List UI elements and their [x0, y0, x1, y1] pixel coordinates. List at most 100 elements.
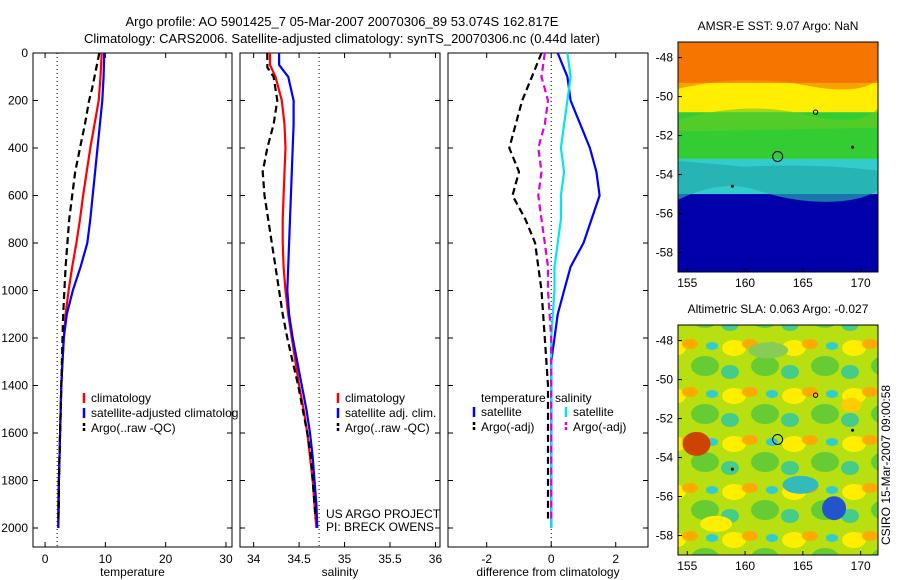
x-tick-label: 30 — [219, 552, 233, 566]
x-tick-label: 10 — [99, 552, 113, 566]
heatmap-blob — [841, 397, 862, 412]
y-tick-label: 1400 — [1, 379, 28, 393]
x-axis-label: salinity — [322, 565, 359, 579]
legend-entry: climatology — [345, 391, 405, 405]
float-marker — [851, 428, 855, 432]
x-tick-label: 165 — [793, 276, 813, 290]
x-tick-label: 36 — [429, 552, 443, 566]
float-marker — [730, 184, 734, 188]
heatmap-blob — [822, 496, 847, 521]
temperature-panel: 0 10 20 30 0 200 400 600 800 1000 1200 1400 1600 1800… — [1, 46, 238, 579]
y-tick-label: 1600 — [1, 426, 28, 440]
map-title: AMSR-E SST: 9.07 Argo: NaN — [698, 19, 859, 33]
float-marker — [812, 392, 819, 398]
y-tick-label: -56 — [656, 207, 674, 221]
y-tick-label: 800 — [8, 236, 28, 250]
y-tick-label: 1000 — [1, 284, 28, 298]
x-tick-label: 155 — [677, 276, 697, 290]
series-argo-adj- — [508, 52, 550, 519]
legend-entry: Argo(..raw -QC) — [345, 421, 430, 435]
heatmap-blob — [678, 42, 878, 90]
legend-entry: satellite adj. clim. — [345, 406, 436, 420]
y-tick-label: 1200 — [1, 331, 28, 345]
series-satellite-adj-clim- — [278, 53, 319, 529]
x-tick-label: 155 — [677, 559, 697, 573]
figure-title-line1: Argo profile: AO 5901425_7 05-Mar-2007 2… — [126, 14, 559, 29]
y-tick-label: -54 — [656, 451, 674, 465]
legend-header: salinity — [555, 391, 592, 405]
sla-map-panel: 155 160 165 170 -48 -50 -52 -54 -56 -58 Altimetric… — [656, 302, 879, 573]
heatmap-blob — [748, 342, 789, 359]
y-tick-label: -50 — [656, 373, 674, 387]
y-tick-label: 400 — [8, 141, 28, 155]
x-tick-label: 34 — [247, 552, 261, 566]
x-tick-label: 0 — [42, 552, 49, 566]
legend-entry: satellite — [573, 405, 614, 419]
x-tick-label: 20 — [159, 552, 173, 566]
x-axis-label: temperature — [100, 565, 165, 579]
x-tick-label: 0 — [548, 552, 555, 566]
project-line1: US ARGO PROJECT — [326, 507, 441, 521]
x-tick-label: 160 — [735, 559, 755, 573]
heatmap-blob — [782, 475, 819, 494]
x-tick-label: 35.5 — [378, 552, 402, 566]
plot-frame — [239, 52, 441, 548]
x-tick-label: 2 — [612, 552, 619, 566]
y-tick-label: -58 — [656, 246, 674, 260]
map-title: Altimetric SLA: 0.063 Argo: -0.027 — [688, 302, 869, 316]
legend-entry: climatology — [91, 391, 151, 405]
float-marker — [851, 145, 855, 149]
x-axis-label: difference from climatology — [476, 565, 619, 579]
series-argo-adj- — [537, 52, 553, 519]
x-tick-label: 160 — [735, 276, 755, 290]
heatmap-blob — [678, 160, 878, 202]
y-tick-label: -52 — [656, 412, 674, 426]
heatmap-blob — [700, 515, 733, 532]
y-tick-label: -48 — [656, 51, 674, 65]
y-tick-label: -50 — [656, 90, 674, 104]
legend-entry: Argo(..raw -QC) — [91, 421, 176, 435]
y-tick-label: -56 — [656, 490, 674, 504]
x-tick-label: 170 — [851, 559, 871, 573]
map-frame — [677, 324, 879, 556]
float-marker — [730, 467, 734, 471]
x-tick-label: 165 — [793, 559, 813, 573]
heatmap-band — [678, 194, 878, 272]
y-tick-label: 2000 — [1, 521, 28, 535]
heatmap-blob — [678, 108, 878, 132]
figure-title-line2: Climatology: CARS2006. Satellite-adjuste… — [84, 31, 600, 46]
legend-entry: Argo(-adj) — [573, 420, 626, 434]
y-tick-label: 1800 — [1, 474, 28, 488]
y-tick-label: 0 — [21, 46, 28, 60]
series-satellite — [550, 52, 572, 528]
x-tick-label: 35 — [338, 552, 352, 566]
x-tick-label: -2 — [481, 552, 492, 566]
plot-frame — [447, 52, 649, 548]
series-argo-raw-qc- — [57, 52, 101, 519]
side-label: CSIRO 15-Mar-2007 09:00:58 — [879, 385, 893, 545]
y-tick-label: 600 — [8, 189, 28, 203]
map-frame — [677, 41, 879, 273]
project-line2: PI: BRECK OWENS — [326, 520, 434, 534]
y-tick-label: 200 — [8, 94, 28, 108]
y-tick-label: -48 — [656, 334, 674, 348]
float-marker — [812, 109, 819, 115]
sst-map-panel: 155 160 165 170 -48 -50 -52 -54 -56 -58 AMSR-E SST… — [656, 19, 879, 290]
y-tick-label: -58 — [656, 529, 674, 543]
x-tick-label: 170 — [851, 276, 871, 290]
salinity-panel: 34 34.5 35 35.5 36 salinity climatologysatelli… — [239, 52, 443, 579]
y-tick-label: -52 — [656, 129, 674, 143]
x-tick-label: 34.5 — [287, 552, 311, 566]
profile-location-marker — [772, 433, 784, 445]
series-argo-raw-qc- — [261, 53, 317, 519]
legend-entry: Argo(-adj) — [481, 420, 534, 434]
heatmap-blob — [682, 431, 711, 456]
y-tick-label: -54 — [656, 168, 674, 182]
legend-entry: satellite-adjusted climatolog — [91, 406, 238, 420]
profile-location-marker — [772, 150, 784, 162]
plot-frame — [32, 52, 233, 548]
legend-entry: satellite — [481, 405, 522, 419]
legend-header: temperature — [481, 391, 546, 405]
